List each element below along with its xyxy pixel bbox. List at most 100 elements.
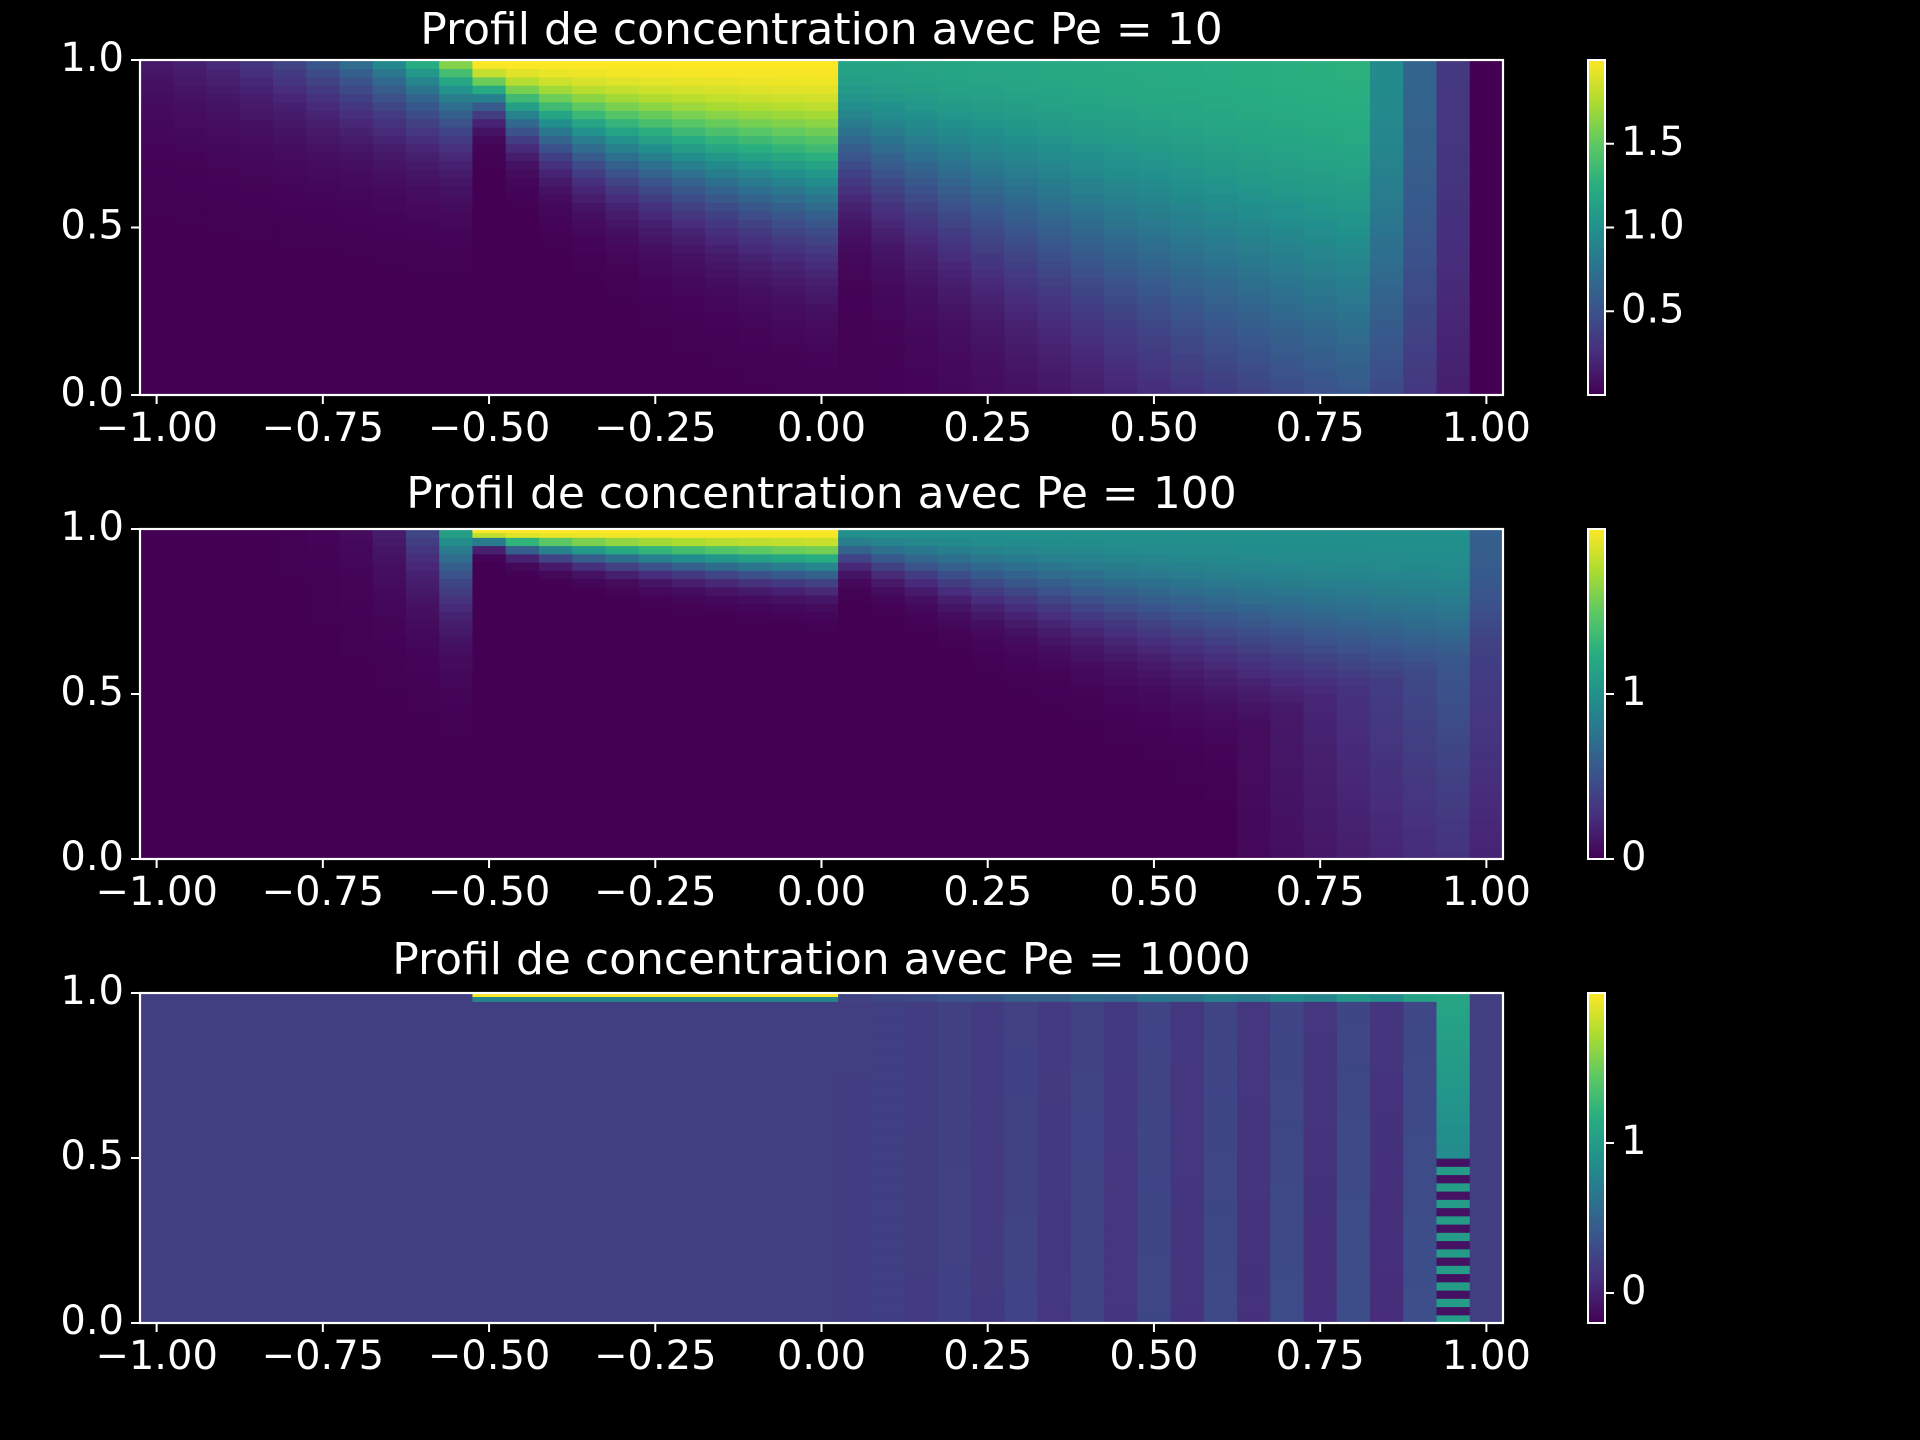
heatmap-cell — [140, 1281, 174, 1291]
heatmap-cell — [173, 369, 208, 379]
heatmap-cell — [339, 194, 374, 203]
heatmap-cell — [1237, 1108, 1271, 1118]
heatmap-cell — [439, 1248, 474, 1258]
heatmap-cell — [804, 361, 839, 371]
heatmap-cell — [904, 628, 939, 637]
heatmap-cell — [838, 135, 872, 145]
heatmap-cell — [638, 784, 673, 794]
heatmap-cell — [1336, 277, 1371, 287]
heatmap-cell — [1104, 1290, 1138, 1299]
heatmap-cell — [472, 826, 507, 835]
heatmap-cell — [1403, 1125, 1438, 1134]
heatmap-cell — [272, 1009, 307, 1019]
heatmap-cell — [804, 1257, 839, 1266]
heatmap-cell — [472, 152, 507, 162]
heatmap-cell — [1469, 261, 1504, 270]
heatmap-cell — [1403, 219, 1438, 229]
heatmap-cell — [1037, 60, 1072, 69]
heatmap-cell — [306, 185, 341, 195]
heatmap-cell — [272, 369, 307, 379]
heatmap-cell — [638, 1108, 673, 1118]
heatmap-cell — [1270, 135, 1305, 145]
heatmap-cell — [605, 202, 640, 212]
heatmap-cell — [472, 817, 507, 827]
heatmap-cell — [272, 718, 307, 728]
heatmap-cell — [1104, 1224, 1138, 1233]
heatmap-cell — [738, 286, 773, 296]
heatmap-cell — [239, 545, 274, 555]
heatmap-cell — [638, 1092, 673, 1101]
heatmap-cell — [306, 628, 341, 637]
heatmap-cell — [1336, 1083, 1371, 1093]
heatmap-cell — [538, 636, 573, 646]
heatmap-cell — [771, 611, 806, 621]
heatmap-cell — [605, 1182, 640, 1192]
heatmap-cell — [1403, 1207, 1438, 1217]
heatmap-cell — [272, 993, 307, 1002]
heatmap-cell — [505, 1149, 540, 1159]
heatmap-cell — [605, 793, 640, 802]
heatmap-cell — [1170, 160, 1205, 170]
heatmap-cell — [206, 636, 241, 646]
heatmap-cell — [140, 68, 174, 78]
heatmap-cell — [1004, 735, 1039, 745]
heatmap-cell — [1270, 1199, 1305, 1209]
heatmap-cell — [838, 776, 872, 786]
heatmap-cell — [439, 1281, 474, 1291]
heatmap-cell — [1104, 553, 1138, 563]
heatmap-cell — [871, 353, 906, 363]
heatmap-cell — [1336, 219, 1371, 229]
heatmap-cell — [705, 1100, 739, 1110]
heatmap-cell — [1270, 652, 1305, 662]
heatmap-cell — [1270, 1042, 1305, 1052]
heatmap-cell — [272, 1224, 307, 1233]
heatmap-cell — [339, 661, 374, 670]
heatmap-cell — [1004, 817, 1039, 827]
heatmap-cell — [1436, 227, 1471, 237]
heatmap-cell — [572, 1265, 607, 1275]
heatmap-cell — [671, 644, 706, 654]
heatmap-cell — [937, 677, 972, 687]
heatmap-cell — [705, 261, 739, 270]
heatmap-cell — [538, 269, 573, 279]
heatmap-cell — [1104, 194, 1138, 203]
heatmap-cell — [538, 386, 573, 396]
heatmap-cell — [140, 252, 174, 262]
heatmap-cell — [1037, 743, 1072, 753]
heatmap-cell — [538, 1224, 573, 1233]
heatmap-cell — [505, 319, 540, 329]
heatmap-cell — [705, 135, 739, 145]
heatmap-cell — [705, 386, 739, 396]
heatmap-cell — [405, 677, 440, 687]
heatmap-cell — [140, 553, 174, 563]
heatmap-cell — [904, 644, 939, 654]
heatmap-cell — [904, 194, 939, 203]
heatmap-cell — [405, 743, 440, 753]
heatmap-cell — [937, 768, 972, 778]
heatmap-cell — [372, 378, 407, 388]
heatmap-cell — [1037, 194, 1072, 203]
heatmap-cell — [1070, 553, 1105, 563]
heatmap-cell — [1037, 286, 1072, 296]
heatmap-cell — [671, 677, 706, 687]
heatmap-cell — [971, 529, 1005, 538]
heatmap-cell — [1336, 586, 1371, 596]
heatmap-cell — [671, 319, 706, 329]
heatmap-cell — [1270, 685, 1305, 695]
heatmap-cell — [871, 652, 906, 662]
heatmap-cell — [339, 1158, 374, 1167]
heatmap-cell — [272, 1125, 307, 1134]
heatmap-cell — [339, 677, 374, 687]
heatmap-cell — [1170, 244, 1205, 254]
heatmap-cell — [1303, 669, 1338, 679]
heatmap-cell — [306, 826, 341, 835]
heatmap-cell — [505, 751, 540, 761]
heatmap-cell — [1137, 101, 1172, 111]
heatmap-cell — [1137, 776, 1172, 786]
heatmap-cell — [771, 294, 806, 304]
heatmap-cell — [638, 152, 673, 162]
heatmap-cell — [1403, 993, 1438, 1002]
heatmap-cell — [439, 1017, 474, 1027]
heatmap-cell — [272, 160, 307, 170]
heatmap-cell — [871, 1215, 906, 1225]
